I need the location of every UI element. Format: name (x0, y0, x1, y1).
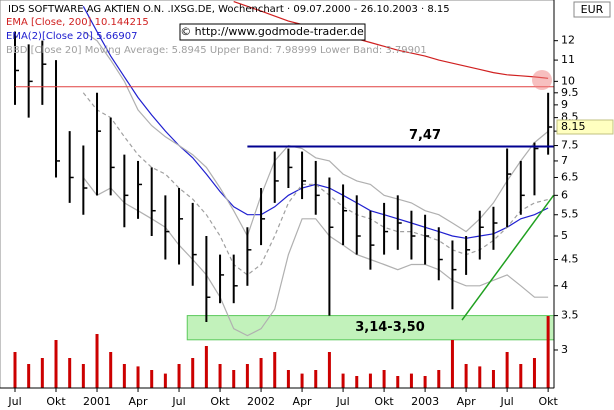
volume-bar (95, 334, 99, 388)
y-tick-label: 3.5 (561, 309, 579, 322)
volume-bar (355, 376, 359, 388)
legend-entry: EMA [Close, 200] 10.144215 (6, 17, 149, 28)
volume-bar (68, 358, 72, 388)
indicator-line (82, 92, 549, 276)
volume-bar (204, 346, 208, 388)
legend-entry: BBD [Close 20] Moving Average: 5.8945 Up… (6, 45, 427, 56)
level-label: 7,47 (409, 128, 441, 143)
y-tick-label: 9 (561, 98, 568, 111)
volume-bar (368, 373, 372, 388)
volume-bar (163, 373, 167, 388)
zone-label: 3,14-3,50 (355, 320, 425, 335)
x-tick-label: Jul (171, 395, 185, 408)
plot (13, 1, 554, 388)
volume-bar (136, 366, 140, 388)
legend-entry: EMA(2)[Close 20] 5.66907 (6, 31, 137, 42)
currency: EUR (581, 3, 604, 16)
volume-bar (505, 352, 509, 388)
volume-bar (54, 340, 58, 388)
volume-bar (218, 364, 222, 388)
volume-bar (150, 370, 154, 388)
volume-bar (396, 376, 400, 388)
volume-bar (122, 364, 126, 388)
x-tick-label: 2003 (411, 395, 439, 408)
y-tick-label: 6 (561, 188, 568, 201)
volume-bar (546, 316, 550, 388)
volume-bar (341, 373, 345, 388)
y-tick-label: 11 (561, 53, 575, 66)
highlight-circle (532, 70, 552, 90)
upper-band (82, 31, 549, 238)
x-tick-label: Okt (374, 395, 394, 408)
copyright-box (179, 23, 366, 41)
x-tick-label: Jul (499, 395, 513, 408)
volume-bar (450, 340, 454, 388)
volume-bar (40, 358, 44, 388)
x-tick-label: Okt (210, 395, 230, 408)
y-tick-label: 5 (561, 229, 568, 242)
last-price-box (556, 119, 614, 135)
y-tick-label: 12 (561, 34, 575, 47)
volume-bar (191, 358, 195, 388)
volume-bar (259, 358, 263, 388)
y-tick-label: 4.5 (561, 253, 579, 266)
x-tick-label: Okt (538, 395, 558, 408)
volume-bar (314, 370, 318, 388)
volume-bar (437, 370, 441, 388)
y-tick-label: 7.5 (561, 139, 579, 152)
volume-bar (286, 370, 290, 388)
volume-bar (409, 373, 413, 388)
y-tick-label: 4 (561, 279, 568, 292)
volume-bar (464, 364, 468, 388)
volume-bar (300, 373, 304, 388)
indicator-line (233, 1, 549, 79)
volume-bar (327, 352, 331, 388)
x-tick-label: 2002 (247, 395, 275, 408)
volume-bar (109, 352, 113, 388)
volume-bar (232, 370, 236, 388)
x-tick-label: 2001 (83, 395, 111, 408)
volume-bar (519, 364, 523, 388)
y-tick-label: 6.5 (561, 170, 579, 183)
volume-bar (382, 370, 386, 388)
y-tick-label: 10 (561, 74, 575, 87)
y-tick-label: 5.5 (561, 208, 579, 221)
x-tick-label: Okt (46, 395, 66, 408)
copyright: © http://www.godmode-trader.de (180, 25, 364, 38)
y-tick-label: 3 (561, 343, 568, 356)
x-tick-label: Apr (293, 395, 313, 408)
chart-title: IDS SOFTWARE AG AKTIEN O.N. .IXSG.DE, Wo… (8, 4, 450, 15)
volume-bar (13, 352, 17, 388)
volume-bar (491, 370, 495, 388)
volume-bar (423, 376, 427, 388)
x-tick-label: Jul (7, 395, 21, 408)
x-tick-label: Jul (335, 395, 349, 408)
volume-bar (177, 364, 181, 388)
currency-box (573, 1, 611, 18)
volume-bar (273, 352, 277, 388)
lower-band (82, 177, 549, 337)
y-tick-label: 9.5 (561, 86, 579, 99)
volume-bar (27, 364, 31, 388)
last-price-label: 8.15 (561, 120, 586, 133)
x-tick-label: Apr (457, 395, 477, 408)
trendline (461, 194, 554, 321)
x-tick-label: Apr (129, 395, 149, 408)
volume-bar (81, 364, 85, 388)
volume-bar (532, 358, 536, 388)
y-tick-label: 7 (561, 154, 568, 167)
volume-bar (478, 366, 482, 388)
volume-bar (245, 364, 249, 388)
